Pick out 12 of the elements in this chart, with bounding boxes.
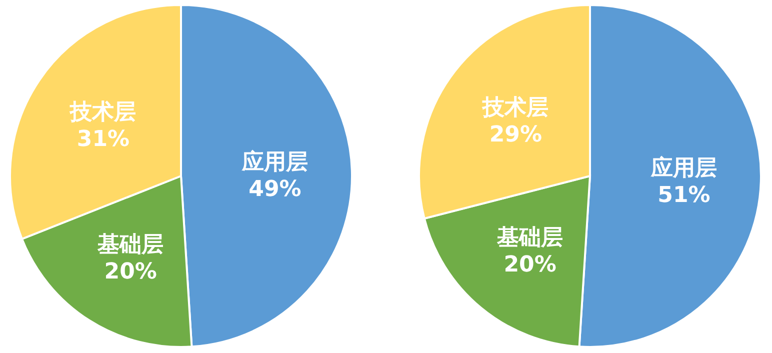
data-label: 29% bbox=[489, 122, 542, 148]
slice-label: 应用层 bbox=[241, 149, 308, 176]
slice-label: 技术层 bbox=[482, 95, 549, 120]
slice-label: 基础层 bbox=[96, 232, 164, 258]
slice-label: 应用层 bbox=[650, 154, 718, 181]
data-label: 20% bbox=[104, 259, 157, 284]
data-label: 31% bbox=[76, 127, 130, 152]
slice-label: 技术层 bbox=[69, 100, 136, 126]
slice-label: 基础层 bbox=[496, 225, 564, 250]
data-label: 49% bbox=[248, 177, 302, 202]
data-label: 20% bbox=[504, 252, 556, 278]
data-label: 51% bbox=[658, 182, 710, 208]
